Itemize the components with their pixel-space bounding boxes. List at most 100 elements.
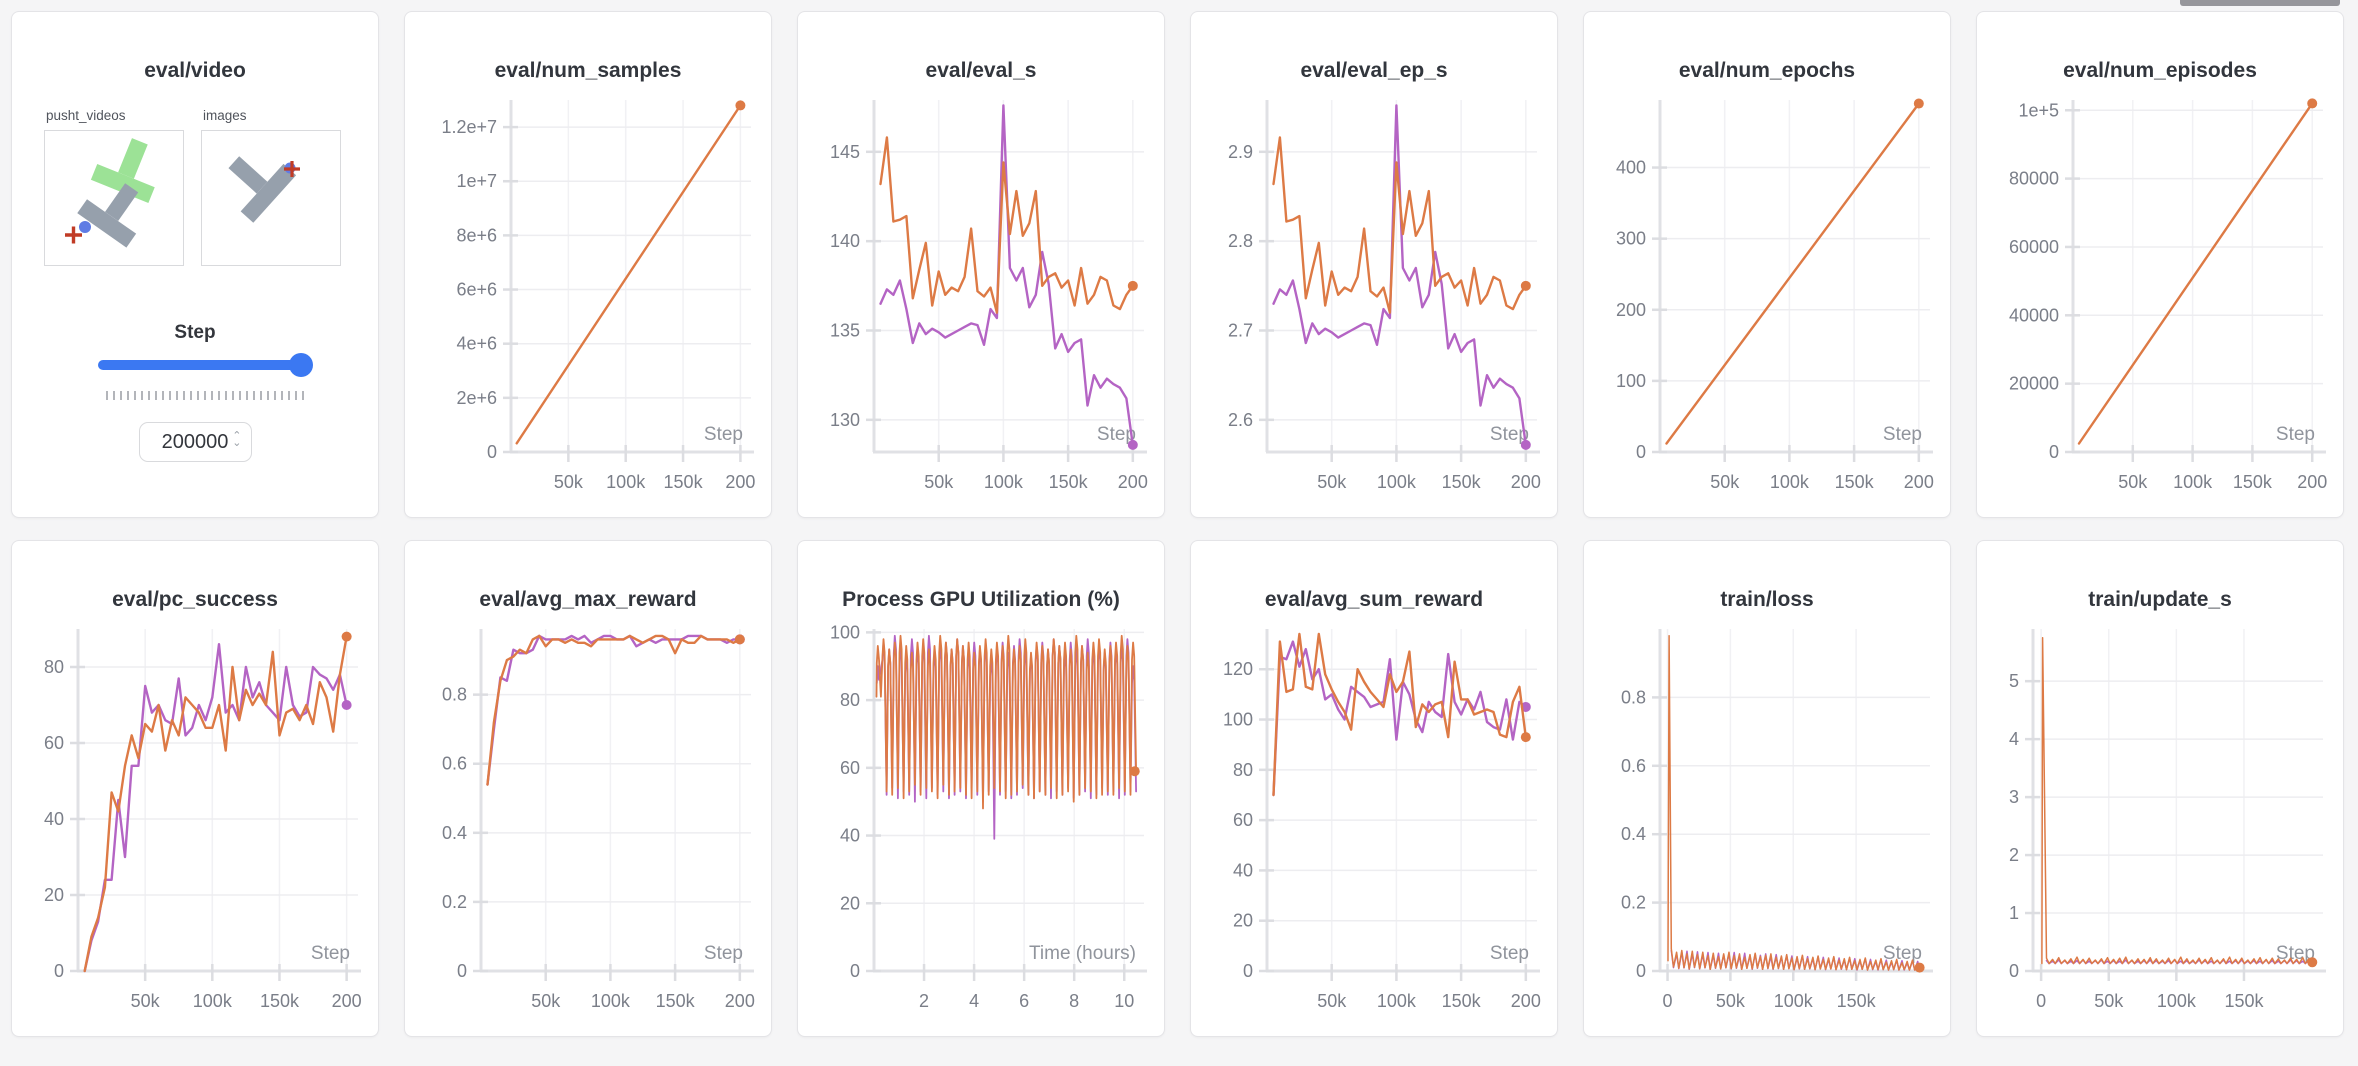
panel-eval-pc-success: eval/pc_success 50k 100k 150k 200 0 20 40 60 80 S… bbox=[11, 540, 379, 1037]
svg-text:150k: 150k bbox=[1837, 991, 1877, 1011]
svg-text:Time (hours): Time (hours) bbox=[1029, 943, 1136, 964]
panel-eval-eval-ep-s: eval/eval_ep_s 50k 100k 150k 200 2.6 2.7 2.8 2.… bbox=[1190, 11, 1558, 518]
step-slider-thumb[interactable] bbox=[289, 353, 313, 377]
pusht-image-scene-icon bbox=[228, 156, 300, 223]
chart-title: eval/avg_sum_reward bbox=[1264, 588, 1484, 611]
chart-plot-process-gpu-utilization[interactable]: 2 4 6 8 10 0 20 40 60 80 100 Time (hours) bbox=[798, 613, 1164, 1036]
svg-text:200: 200 bbox=[725, 472, 755, 492]
svg-text:0: 0 bbox=[850, 961, 860, 981]
svg-text:Step: Step bbox=[1883, 424, 1922, 445]
svg-text:100k: 100k bbox=[984, 472, 1024, 492]
svg-text:145: 145 bbox=[830, 142, 860, 162]
step-slider-track[interactable] bbox=[98, 360, 312, 370]
svg-text:100k: 100k bbox=[2173, 472, 2213, 492]
svg-text:100k: 100k bbox=[591, 991, 631, 1011]
svg-text:100k: 100k bbox=[1770, 472, 1810, 492]
step-slider-tick-marks bbox=[106, 391, 304, 400]
svg-text:1e+5: 1e+5 bbox=[2018, 100, 2059, 120]
chart-title: train/loss bbox=[1720, 588, 1814, 611]
svg-text:100k: 100k bbox=[1774, 991, 1814, 1011]
media-label: pusht_videos bbox=[46, 108, 126, 123]
horizontal-scrollbar-thumb[interactable] bbox=[2180, 0, 2340, 6]
svg-text:0.6: 0.6 bbox=[442, 754, 467, 774]
svg-text:Step: Step bbox=[311, 943, 350, 964]
chart-plot-eval-avg-sum-reward[interactable]: 50k 100k 150k 200 0 20 40 60 80 100 120 Step bbox=[1191, 613, 1557, 1036]
svg-text:2.8: 2.8 bbox=[1228, 231, 1253, 251]
chart-plot-train-update-s[interactable]: 0 50k 100k 150k 0 1 2 3 4 5 Step bbox=[1977, 613, 2343, 1036]
svg-text:5: 5 bbox=[2009, 671, 2019, 691]
svg-text:Step: Step bbox=[1490, 943, 1529, 964]
svg-text:50k: 50k bbox=[2094, 991, 2124, 1011]
media-label: images bbox=[203, 108, 247, 123]
svg-text:3: 3 bbox=[2009, 787, 2019, 807]
panel-eval-num-samples: eval/num_samples 50k 100k 150k 200 0 2e+6 4e+6… bbox=[404, 11, 772, 518]
svg-text:100k: 100k bbox=[193, 991, 233, 1011]
svg-text:50k: 50k bbox=[924, 472, 954, 492]
svg-text:60000: 60000 bbox=[2009, 237, 2059, 257]
svg-text:200: 200 bbox=[725, 991, 755, 1011]
svg-text:2.9: 2.9 bbox=[1228, 142, 1253, 162]
svg-text:20: 20 bbox=[1233, 911, 1253, 931]
chart-plot-eval-num-episodes[interactable]: 50k 100k 150k 200 0 20000 40000 60000 80000 1e+5 S… bbox=[1977, 84, 2343, 517]
svg-text:0.2: 0.2 bbox=[1621, 893, 1646, 913]
svg-text:50k: 50k bbox=[531, 991, 561, 1011]
svg-text:120: 120 bbox=[1223, 659, 1253, 679]
svg-text:4: 4 bbox=[969, 991, 979, 1011]
svg-text:4e+6: 4e+6 bbox=[456, 334, 497, 354]
svg-text:50k: 50k bbox=[554, 472, 584, 492]
panel-eval-avg-sum-reward: eval/avg_sum_reward 50k 100k 150k 200 0 20 40 6… bbox=[1190, 540, 1558, 1037]
svg-text:Step: Step bbox=[1097, 424, 1136, 445]
svg-text:100: 100 bbox=[830, 622, 860, 642]
pusht-scene-icon bbox=[65, 138, 155, 248]
svg-text:80: 80 bbox=[1233, 760, 1253, 780]
svg-text:400: 400 bbox=[1616, 158, 1646, 178]
panel-train-update-s: train/update_s 0 50k 100k 150k 0 1 2 3 4 5 Step bbox=[1976, 540, 2344, 1037]
svg-text:50k: 50k bbox=[1710, 472, 1740, 492]
media-cell-pusht-videos: pusht_videos bbox=[44, 108, 184, 266]
agent-dot-icon bbox=[79, 221, 91, 233]
media-cell-images: images bbox=[201, 108, 341, 266]
panel-title: eval/video bbox=[144, 59, 246, 82]
svg-text:100k: 100k bbox=[2157, 991, 2197, 1011]
svg-text:150k: 150k bbox=[2224, 991, 2264, 1011]
svg-text:4: 4 bbox=[2009, 729, 2019, 749]
svg-text:20: 20 bbox=[840, 893, 860, 913]
chart-plot-eval-num-epochs[interactable]: 50k 100k 150k 200 0 100 200 300 400 Step bbox=[1584, 84, 1950, 517]
svg-text:0: 0 bbox=[457, 961, 467, 981]
svg-text:1e+7: 1e+7 bbox=[456, 171, 497, 191]
chart-title: eval/avg_max_reward bbox=[479, 588, 697, 611]
step-value-input[interactable]: 200000 ⌃ ⌄ bbox=[138, 422, 252, 462]
svg-text:150k: 150k bbox=[656, 991, 696, 1011]
svg-text:60: 60 bbox=[44, 733, 64, 753]
panel-eval-avg-max-reward: eval/avg_max_reward 50k 100k 150k 200 0 0.2 0.… bbox=[404, 540, 772, 1037]
stepper-arrows-icon[interactable]: ⌃ ⌄ bbox=[232, 430, 242, 449]
svg-text:150k: 150k bbox=[1049, 472, 1089, 492]
svg-text:0: 0 bbox=[1243, 961, 1253, 981]
chart-title: train/update_s bbox=[2088, 588, 2232, 611]
panel-train-loss: train/loss 0 50k 100k 150k 0 0.2 0.4 0.6 0.8 Step bbox=[1583, 540, 1951, 1037]
chart-plot-eval-avg-max-reward[interactable]: 50k 100k 150k 200 0 0.2 0.4 0.6 0.8 Step bbox=[405, 613, 771, 1036]
chart-plot-eval-eval-ep-s[interactable]: 50k 100k 150k 200 2.6 2.7 2.8 2.9 Step bbox=[1191, 84, 1557, 517]
svg-text:0.6: 0.6 bbox=[1621, 756, 1646, 776]
svg-text:200: 200 bbox=[1511, 472, 1541, 492]
chart-title: eval/eval_ep_s bbox=[1300, 59, 1448, 82]
panel-eval-num-epochs: eval/num_epochs 50k 100k 150k 200 0 100 200 300… bbox=[1583, 11, 1951, 518]
chart-plot-train-loss[interactable]: 0 50k 100k 150k 0 0.2 0.4 0.6 0.8 Step bbox=[1584, 613, 1950, 1036]
images-thumbnail[interactable] bbox=[201, 130, 341, 266]
svg-text:200: 200 bbox=[2297, 472, 2327, 492]
step-slider[interactable] bbox=[98, 353, 313, 377]
svg-text:0: 0 bbox=[487, 442, 497, 462]
svg-text:1: 1 bbox=[2009, 903, 2019, 923]
panel-eval-eval-s: eval/eval_s 50k 100k 150k 200 130 135 140 145 St… bbox=[797, 11, 1165, 518]
chart-plot-eval-eval-s[interactable]: 50k 100k 150k 200 130 135 140 145 Step bbox=[798, 84, 1164, 517]
svg-text:40000: 40000 bbox=[2009, 305, 2059, 325]
svg-text:80000: 80000 bbox=[2009, 169, 2059, 189]
pusht-video-thumbnail[interactable] bbox=[44, 130, 184, 266]
svg-text:0: 0 bbox=[2049, 442, 2059, 462]
svg-text:0: 0 bbox=[1636, 442, 1646, 462]
svg-text:150k: 150k bbox=[260, 991, 300, 1011]
svg-text:2: 2 bbox=[2009, 845, 2019, 865]
chart-plot-eval-pc-success[interactable]: 50k 100k 150k 200 0 20 40 60 80 Step bbox=[12, 613, 378, 1036]
svg-text:0: 0 bbox=[2036, 991, 2046, 1011]
chart-plot-eval-num-samples[interactable]: 50k 100k 150k 200 0 2e+6 4e+6 6e+6 8e+6 1e+7 1.2e+… bbox=[405, 84, 771, 517]
